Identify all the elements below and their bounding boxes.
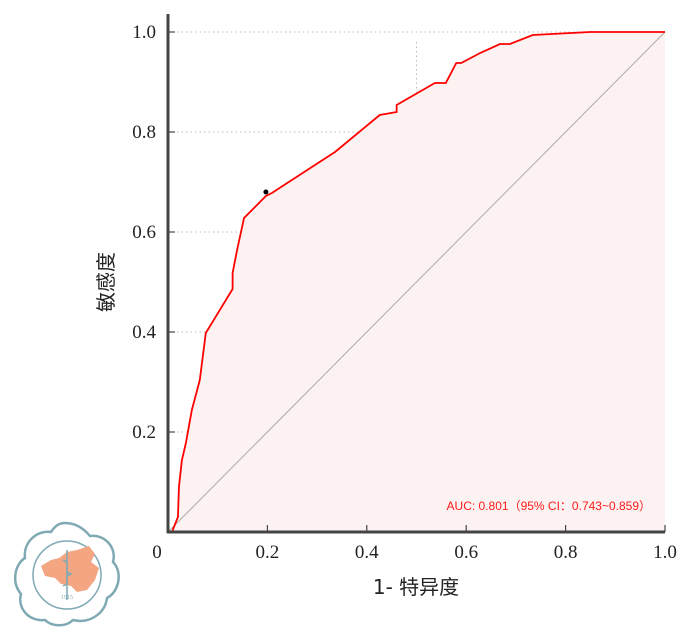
y-tick-label: 0.8 [132, 122, 156, 143]
roc-curve-line [168, 31, 665, 533]
y-axis-title: 敏感度 [94, 252, 118, 312]
china-map-shape [41, 546, 99, 592]
reference-diagonal-line [167, 31, 666, 533]
x-tick-label: 0.6 [454, 542, 478, 563]
x-tick-label: 0.8 [554, 542, 578, 563]
y-tick-label: 0.4 [132, 322, 156, 343]
x-tick-label: 0.4 [355, 542, 379, 563]
y-tick-label: 1.0 [132, 22, 156, 43]
auc-annotation: AUC: 0.801（95% CI：0.743~0.859） [447, 499, 651, 513]
plot-area: 0 0.2 0.4 0.6 0.8 1.0 0.2 0.4 0.6 0.8 1.0 [132, 14, 677, 563]
cutoff-point-marker [263, 189, 269, 195]
staff-icon [62, 550, 74, 600]
x-axis-label: 1- 特异度 [373, 575, 459, 599]
logo-year: 1915 [61, 595, 73, 601]
x-tick-label: 0 [152, 542, 162, 563]
logo-ring [13, 521, 120, 627]
cma-logo: 1915 [13, 521, 120, 627]
y-tick-label: 0.6 [132, 222, 156, 243]
logo-inner-ring [32, 540, 102, 610]
y-tick-label: 0.2 [132, 422, 156, 443]
x-tick-label: 0.2 [256, 542, 280, 563]
y-axis-label: 敏感度 [94, 252, 118, 312]
x-tick-label: 1.0 [653, 542, 677, 563]
